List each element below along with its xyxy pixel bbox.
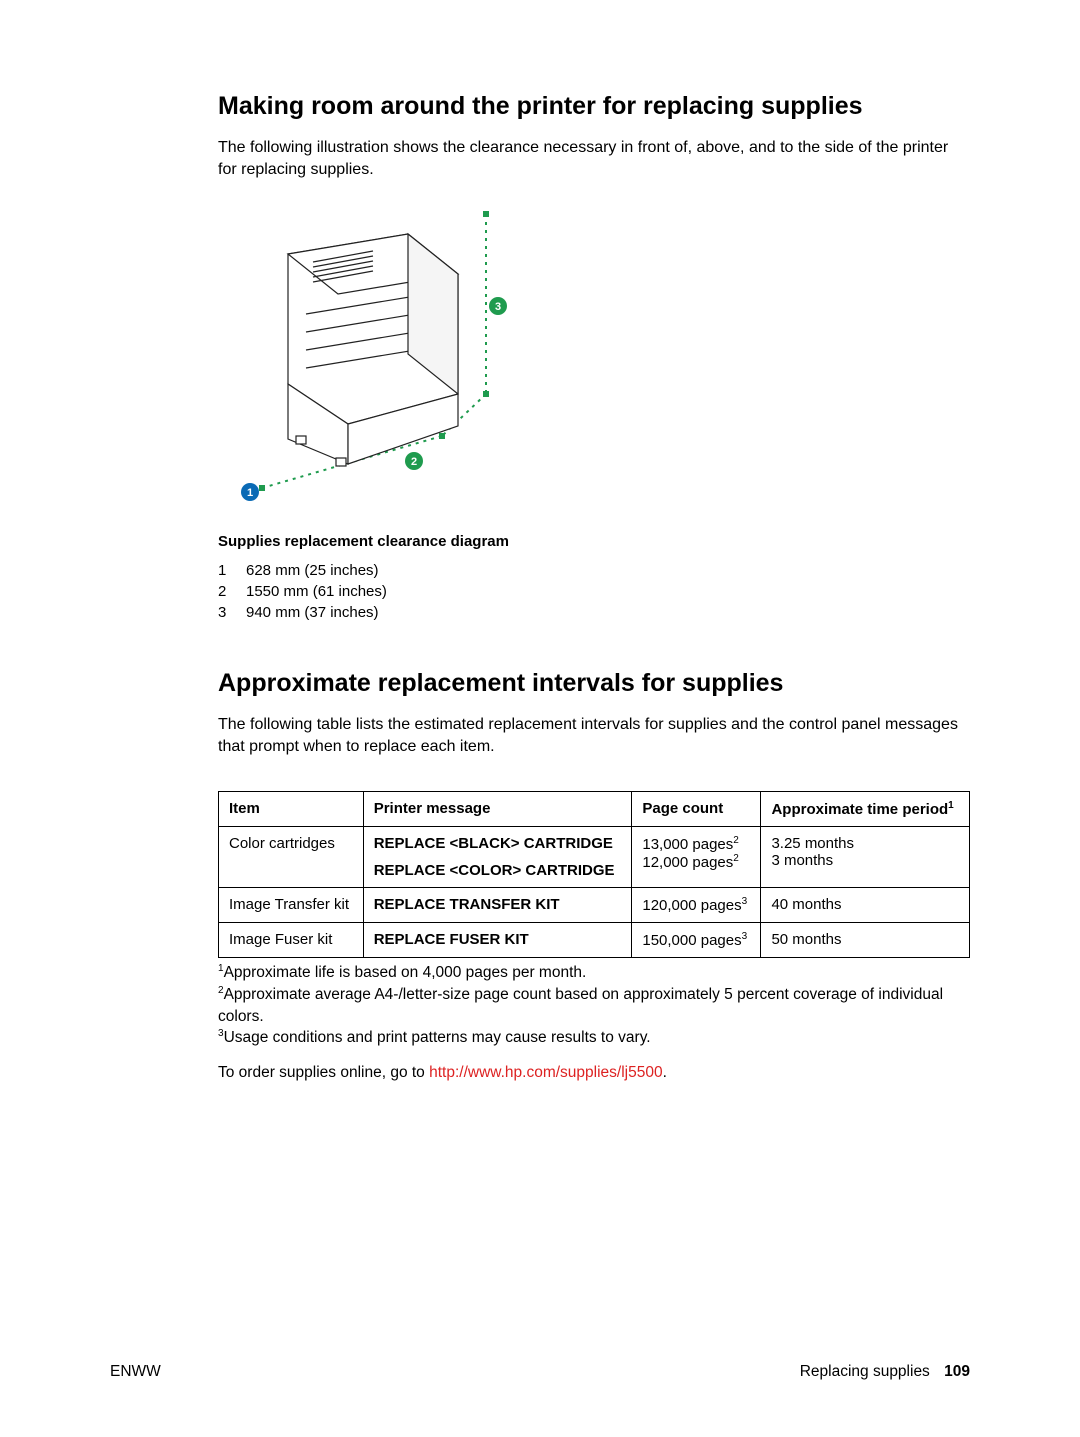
supplies-table: Item Printer message Page count Approxim… (218, 791, 970, 958)
heading-intervals: Approximate replacement intervals for su… (218, 669, 970, 698)
col-time: Approximate time period1 (761, 792, 970, 827)
legend-item: 3940 mm (37 inches) (218, 602, 970, 623)
diagram-caption: Supplies replacement clearance diagram (218, 533, 970, 550)
section-intervals: Approximate replacement intervals for su… (218, 669, 970, 1081)
col-message: Printer message (363, 792, 632, 827)
printer-clearance-svg: 1 2 3 (218, 194, 518, 514)
table-row: Image Fuser kit REPLACE FUSER KIT 150,00… (219, 923, 970, 958)
intro-intervals: The following table lists the estimated … (218, 714, 970, 757)
table-header-row: Item Printer message Page count Approxim… (219, 792, 970, 827)
col-pagecount: Page count (632, 792, 761, 827)
svg-text:2: 2 (411, 456, 417, 468)
table-row: Image Transfer kit REPLACE TRANSFER KIT … (219, 888, 970, 923)
order-line: To order supplies online, go to http://w… (218, 1064, 970, 1082)
footer-right: Replacing supplies 109 (800, 1363, 970, 1381)
supplies-link[interactable]: http://www.hp.com/supplies/lj5500 (429, 1064, 662, 1081)
legend: 1628 mm (25 inches) 21550 mm (61 inches)… (218, 560, 970, 623)
col-item: Item (219, 792, 364, 827)
heading-clearance: Making room around the printer for repla… (218, 92, 970, 121)
page-footer: ENWW Replacing supplies 109 (110, 1363, 970, 1381)
svg-text:3: 3 (495, 301, 501, 313)
legend-item: 1628 mm (25 inches) (218, 560, 970, 581)
footer-left: ENWW (110, 1363, 161, 1380)
legend-item: 21550 mm (61 inches) (218, 581, 970, 602)
page: Making room around the printer for repla… (0, 0, 1080, 1437)
table-row: Color cartridges REPLACE <BLACK> CARTRID… (219, 827, 970, 888)
svg-text:1: 1 (247, 487, 253, 499)
clearance-diagram: 1 2 3 (218, 194, 970, 519)
intro-clearance: The following illustration shows the cle… (218, 137, 970, 180)
footnotes: 1Approximate life is based on 4,000 page… (218, 962, 970, 1049)
